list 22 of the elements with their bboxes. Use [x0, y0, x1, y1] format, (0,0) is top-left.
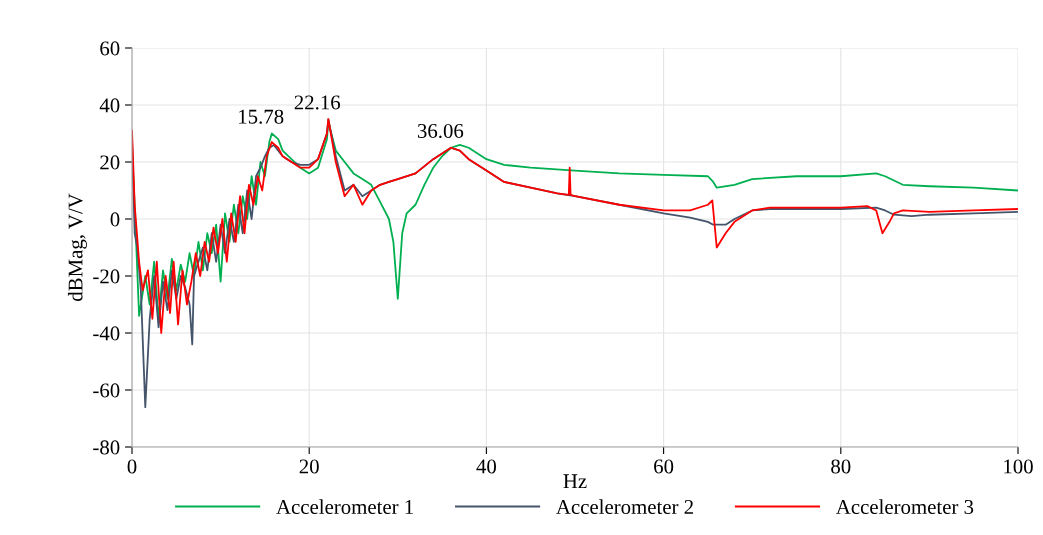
x-tick-label: 20	[299, 459, 319, 474]
legend-label: Accelerometer 1	[276, 499, 413, 515]
x-tick-label: 100	[1004, 459, 1033, 474]
annotation: 36.06	[417, 123, 464, 139]
x-tick-label: 80	[831, 459, 851, 474]
annotation: 22.16	[294, 95, 341, 110]
y-tick-label: -60	[93, 383, 120, 398]
y-axis-title: dBMag, V/V	[67, 193, 87, 301]
y-tick-label: -20	[93, 269, 120, 284]
legend-label: Accelerometer 2	[556, 499, 693, 515]
x-tick-label: 60	[654, 459, 674, 474]
x-tick-label: 0	[127, 459, 137, 474]
y-tick-label: 0	[110, 212, 120, 227]
x-tick-label: 40	[476, 459, 497, 474]
annotation: 15.78	[239, 109, 284, 124]
y-tick-label: 40	[99, 98, 120, 113]
y-tick-label: -80	[93, 440, 120, 455]
y-tick-label: 60	[100, 41, 120, 56]
y-tick-label: 20	[100, 155, 120, 170]
legend-label: Accelerometer 3	[835, 499, 974, 515]
y-tick-label: -40	[93, 326, 120, 341]
x-axis-title: Hz	[563, 474, 587, 488]
